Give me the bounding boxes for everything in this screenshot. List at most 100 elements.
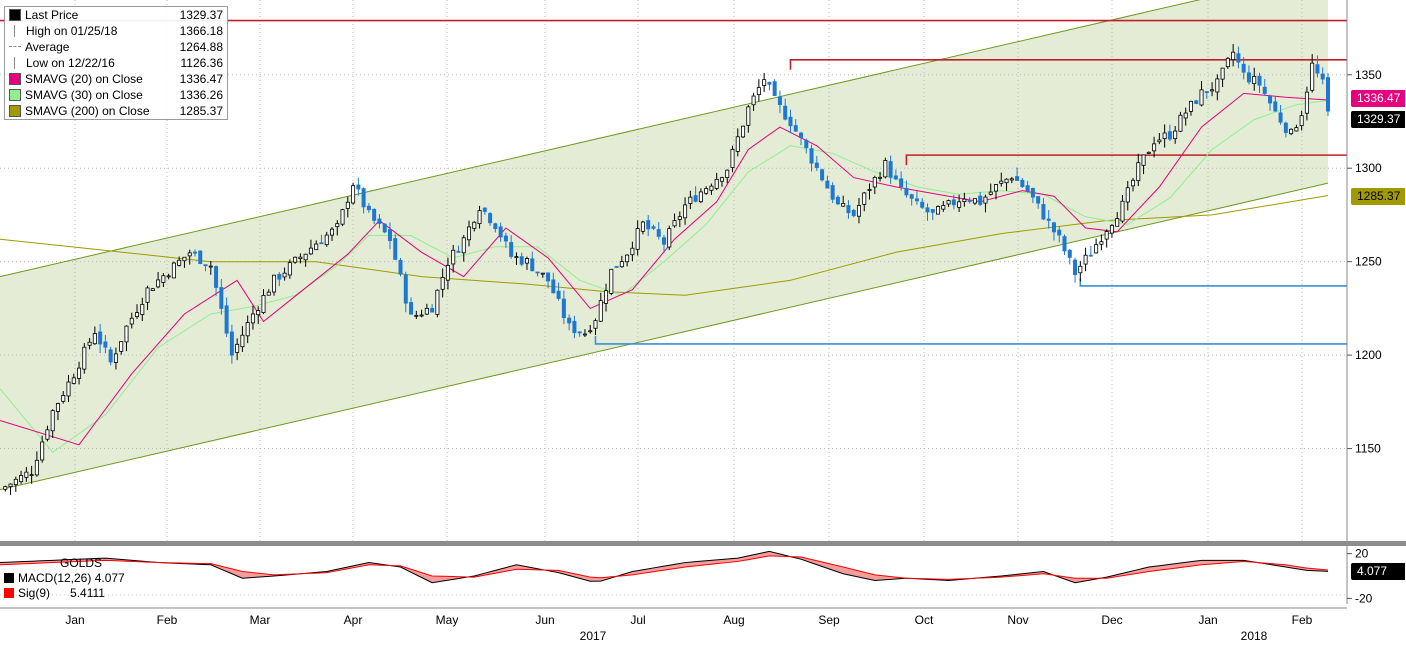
candle-body	[983, 196, 988, 204]
candle-body	[904, 188, 909, 196]
x-axis-year-label: 2017	[580, 629, 607, 643]
x-axis-month-label: Jul	[630, 613, 645, 627]
candle-body	[1136, 162, 1141, 182]
sma200-line	[0, 195, 1329, 296]
candle-body	[1310, 62, 1315, 91]
legend-value: 1329.37	[179, 8, 223, 22]
candle-body	[619, 261, 624, 268]
candle-body	[98, 331, 103, 345]
candle-body	[219, 287, 224, 309]
candle-body	[182, 256, 187, 262]
candle-body	[129, 317, 134, 325]
candle-body	[1073, 259, 1078, 275]
legend-value: 1285.37	[179, 104, 223, 118]
high-marker-icon	[14, 25, 16, 37]
candle-body	[156, 279, 161, 288]
macd-histogram-band	[0, 551, 1328, 583]
candle-body	[519, 256, 524, 265]
candle-body	[577, 331, 582, 334]
candle-body	[382, 223, 387, 233]
candle-body	[150, 288, 155, 291]
candle-body	[387, 229, 392, 241]
candle-body	[598, 300, 603, 322]
price-axis-tick-label: 1350	[1355, 68, 1382, 82]
candle-body	[224, 305, 229, 334]
candle-body	[872, 177, 877, 188]
candle-body	[1162, 132, 1167, 140]
legend-row-high: High on 01/25/18 1366.18	[5, 23, 227, 39]
candle-body	[414, 314, 419, 317]
support-line	[594, 335, 1347, 345]
candle-body	[994, 184, 999, 192]
candle-body	[293, 256, 298, 263]
candle-body	[356, 184, 361, 190]
candle-body	[814, 162, 819, 168]
candle-body	[340, 209, 345, 225]
legend-value: 1336.47	[179, 72, 223, 86]
price-axis-tick-label: 1250	[1355, 255, 1382, 269]
candle-body	[1299, 115, 1304, 127]
candle-body	[1062, 236, 1067, 252]
candle-body	[725, 169, 730, 179]
candle-body	[203, 264, 208, 267]
panel-divider	[0, 541, 1406, 546]
candle-body	[1231, 51, 1236, 61]
low-marker-icon	[14, 57, 16, 69]
candle-body	[946, 200, 951, 205]
legend-label: Average	[25, 40, 70, 54]
candle-body	[50, 410, 55, 432]
candle-body	[546, 272, 551, 282]
candle-body	[1051, 222, 1056, 233]
candle-body	[909, 194, 914, 199]
candle-body	[477, 210, 482, 225]
sma200-price-tag: 1285.37	[1351, 187, 1405, 205]
candle-body	[282, 272, 287, 278]
candle-body	[229, 331, 234, 356]
candle-body	[646, 220, 651, 230]
candle-body	[1178, 114, 1183, 132]
candle-body	[735, 136, 740, 152]
candle-body	[830, 185, 835, 200]
x-axis-month-label: Dec	[1101, 613, 1122, 627]
candle-body	[914, 198, 919, 202]
candle-body	[1020, 179, 1025, 187]
candle-body	[925, 207, 930, 213]
candle-body	[3, 486, 8, 490]
legend-label: High on 01/25/18	[26, 24, 118, 38]
macd-legend-title: GOLDS	[60, 555, 103, 570]
candle-body	[883, 160, 888, 178]
candle-body	[329, 228, 334, 236]
candle-body	[1131, 179, 1136, 187]
candle-body	[1115, 218, 1120, 227]
candle-body	[1125, 187, 1130, 203]
candle-body	[1152, 143, 1157, 152]
candle-body	[1183, 112, 1188, 119]
candle-body	[467, 226, 472, 241]
candle-body	[719, 177, 724, 182]
sma30-line	[0, 99, 1329, 453]
price-axis-tick-label: 1150	[1355, 442, 1381, 456]
candle-body	[609, 268, 614, 294]
candle-body	[45, 429, 50, 440]
candle-body	[335, 223, 340, 228]
macd-axis-tick-label: 20	[1355, 547, 1369, 561]
candle-body	[171, 262, 176, 279]
candle-body	[261, 294, 266, 313]
candle-body	[1204, 91, 1209, 94]
candle-body	[1083, 254, 1088, 265]
candle-body	[498, 226, 503, 238]
legend-value: 1336.26	[179, 88, 223, 102]
candle-body	[1041, 204, 1046, 220]
candle-body	[303, 253, 308, 261]
candle-body	[762, 79, 767, 86]
candle-body	[688, 196, 693, 204]
candle-body	[1094, 244, 1099, 254]
candle-body	[92, 333, 97, 345]
signal-swatch-icon	[4, 587, 14, 598]
candle-body	[709, 185, 714, 191]
candle-body	[40, 441, 45, 461]
candle-body	[451, 249, 456, 265]
candle-body	[308, 247, 313, 255]
candle-body	[250, 313, 255, 324]
candle-body	[820, 169, 825, 181]
